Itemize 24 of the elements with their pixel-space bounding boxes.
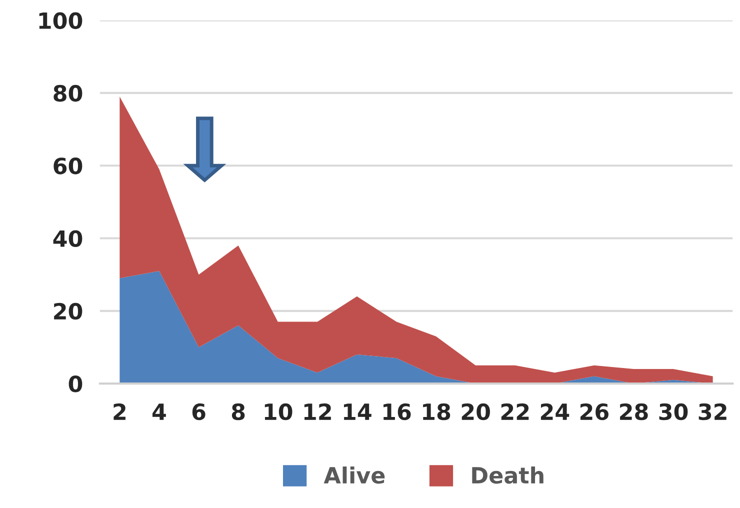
x-tick-label: 18	[423, 403, 450, 420]
y-tick-label: 40	[53, 230, 82, 248]
x-tick-label: 22	[501, 403, 529, 420]
x-tick-label: 26	[580, 403, 608, 420]
x-tick-label: 2	[114, 403, 126, 420]
x-tick-label: 20	[462, 403, 490, 420]
x-tick-label: 30	[659, 403, 688, 420]
x-tick-label: 16	[384, 403, 411, 420]
x-tick-label: 8	[232, 403, 245, 420]
x-tick-label: 14	[344, 404, 372, 420]
x-tick-label: 24	[540, 403, 570, 420]
legend-label: Death	[472, 466, 544, 484]
y-tick-label: 100	[39, 12, 82, 30]
y-tick-label: 60	[54, 158, 82, 174]
x-tick-label: 32	[698, 403, 726, 420]
legend-label: Alive	[324, 466, 385, 484]
y-tick-label: 0	[68, 375, 82, 392]
y-tick-label: 80	[54, 84, 82, 102]
y-tick-label: 20	[54, 302, 82, 320]
x-tick-label: 12	[304, 403, 331, 420]
x-tick-label: 6	[192, 403, 206, 420]
x-tick-label: 10	[264, 403, 292, 420]
x-tick-label: 28	[620, 403, 648, 420]
x-tick-label: 4	[152, 404, 166, 420]
